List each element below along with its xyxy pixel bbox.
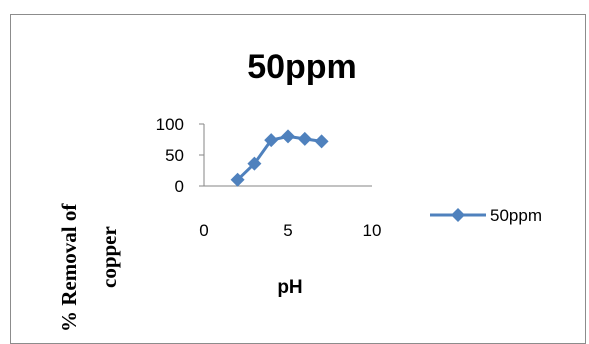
legend-marker-diamond <box>451 208 465 222</box>
series-line-0 <box>236 134 322 181</box>
tick-labels: 0 50 100 0 5 10 <box>156 115 382 240</box>
y-axis-label-line2: copper <box>97 226 121 288</box>
chart-frame <box>10 14 586 344</box>
y-axis-label: % Removal of copper <box>57 203 121 330</box>
chart-title: 50ppm <box>247 48 357 86</box>
x-tick-label-0: 0 <box>199 221 208 240</box>
data-point-0-1 <box>247 156 262 171</box>
data-point-0-2 <box>264 133 279 148</box>
series-layer <box>230 129 329 187</box>
data-point-0-3 <box>281 129 295 144</box>
x-tick-label-2: 10 <box>363 221 382 240</box>
y-tick-label-2: 100 <box>156 115 184 134</box>
y-tick-label-0: 0 <box>175 177 184 196</box>
data-point-0-0 <box>230 172 245 187</box>
x-tick-label-1: 5 <box>283 221 292 240</box>
data-point-0-4 <box>297 131 312 146</box>
data-point-0-5 <box>314 134 329 149</box>
y-tick-label-1: 50 <box>165 146 184 165</box>
y-axis-label-line1: % Removal of <box>57 203 81 330</box>
legend: 50ppm <box>430 206 542 225</box>
x-axis-label: pH <box>277 277 302 298</box>
legend-entry: 50ppm <box>490 206 542 225</box>
